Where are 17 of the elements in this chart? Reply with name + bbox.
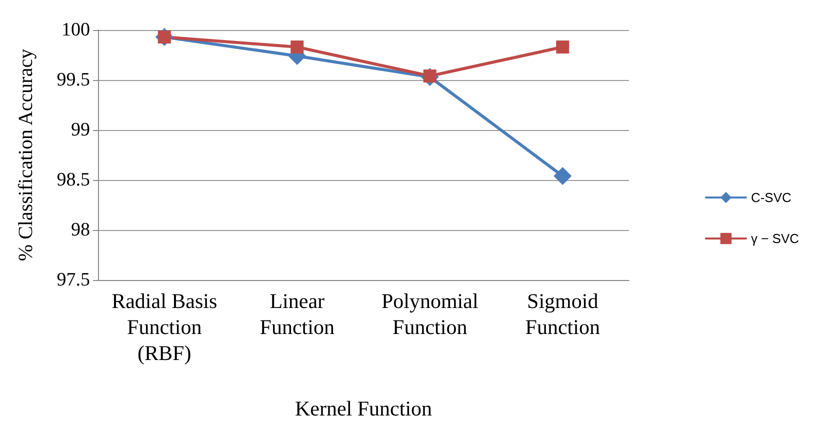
- y-axis-title: % Classification Accuracy: [15, 48, 37, 262]
- legend-label: C-SVC: [750, 190, 792, 205]
- x-axis-title: Kernel Function: [294, 396, 433, 420]
- x-tick-label: Sigmoid Function: [525, 289, 600, 339]
- x-tick-label: Linear Function: [260, 289, 335, 339]
- y-tick-label: 98: [71, 220, 90, 240]
- y-tick-label: 99.5: [56, 70, 90, 90]
- y-tick-label: 97.5: [56, 270, 90, 290]
- point: [554, 167, 572, 185]
- x-tick-label: Radial Basis Function (RBF): [112, 289, 218, 365]
- point: [556, 40, 570, 54]
- x-tick-label: Polynomial Function: [381, 289, 478, 339]
- y-tick-label: 100: [62, 20, 90, 40]
- y-tick-label: 98.5: [56, 170, 90, 190]
- legend-label: γ − SVC: [750, 231, 799, 246]
- point: [290, 40, 304, 54]
- y-tick-label: 99: [71, 120, 90, 140]
